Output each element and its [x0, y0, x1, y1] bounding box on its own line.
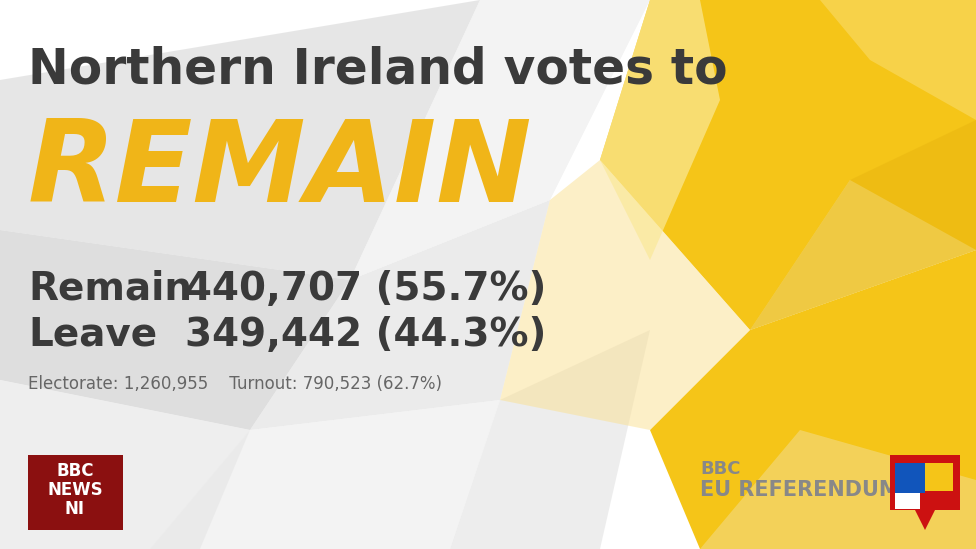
- Text: BBC: BBC: [57, 462, 94, 480]
- Text: Electorate: 1,260,955    Turnout: 790,523 (62.7%): Electorate: 1,260,955 Turnout: 790,523 (…: [28, 375, 442, 393]
- Polygon shape: [0, 230, 350, 430]
- Text: EU REFERENDUM: EU REFERENDUM: [700, 480, 900, 500]
- Text: Leave: Leave: [28, 316, 157, 354]
- Polygon shape: [150, 400, 500, 549]
- Bar: [28, 455, 123, 530]
- Polygon shape: [600, 0, 720, 260]
- Polygon shape: [0, 380, 250, 549]
- Polygon shape: [450, 330, 650, 549]
- Polygon shape: [600, 0, 976, 330]
- Polygon shape: [650, 250, 976, 549]
- Text: BBC: BBC: [700, 460, 741, 478]
- Bar: [895, 493, 920, 509]
- Text: 349,442 (44.3%): 349,442 (44.3%): [185, 316, 547, 354]
- Text: NEWS: NEWS: [47, 481, 102, 499]
- Polygon shape: [0, 0, 480, 280]
- Polygon shape: [250, 200, 550, 430]
- Text: REMAIN: REMAIN: [28, 115, 533, 226]
- Text: 440,707 (55.7%): 440,707 (55.7%): [185, 270, 547, 308]
- Polygon shape: [820, 0, 976, 120]
- Polygon shape: [500, 160, 750, 430]
- Polygon shape: [700, 430, 976, 549]
- Text: Remain: Remain: [28, 270, 192, 308]
- Polygon shape: [750, 180, 976, 330]
- Polygon shape: [750, 120, 976, 330]
- Polygon shape: [350, 0, 650, 280]
- Polygon shape: [890, 455, 960, 530]
- Bar: [895, 463, 925, 493]
- Text: NI: NI: [65, 500, 85, 518]
- Text: Northern Ireland votes to: Northern Ireland votes to: [28, 45, 728, 93]
- Bar: [925, 463, 953, 491]
